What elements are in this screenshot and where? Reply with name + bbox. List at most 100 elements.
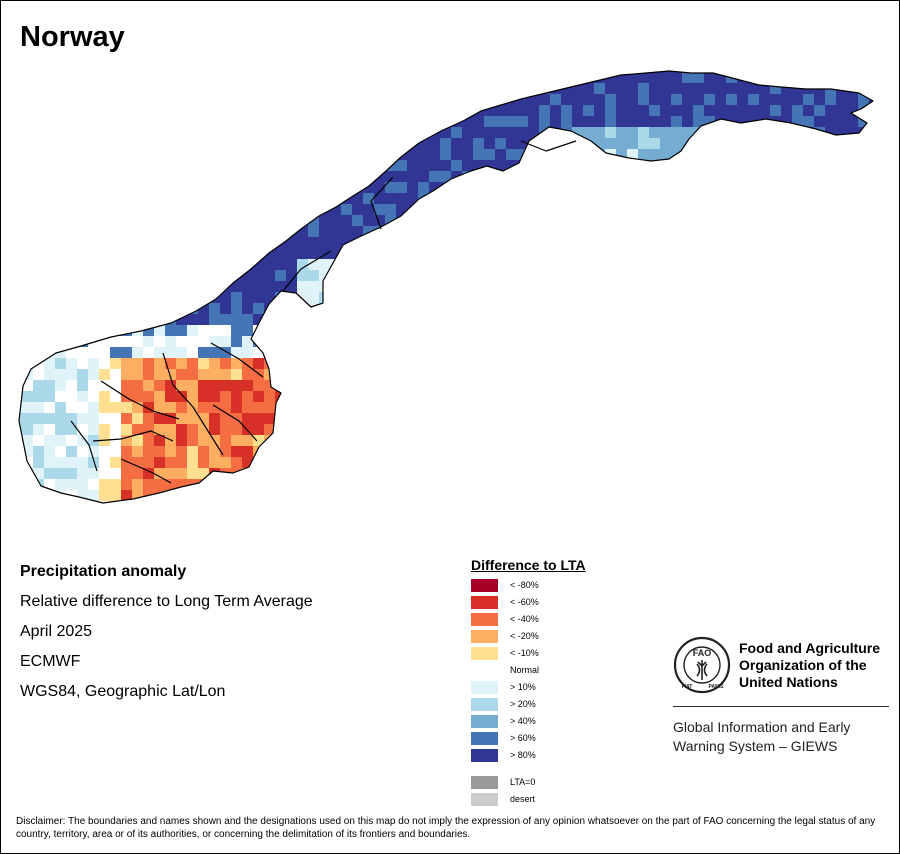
- anomaly-cell: [462, 281, 474, 293]
- anomaly-cell: [374, 468, 386, 480]
- anomaly-cell: [506, 116, 518, 128]
- anomaly-cell: [385, 314, 397, 326]
- anomaly-cell: [19, 292, 23, 304]
- anomaly-cell: [19, 193, 23, 205]
- anomaly-cell: [792, 149, 804, 161]
- anomaly-cell: [429, 402, 441, 414]
- anomaly-cell: [319, 248, 331, 260]
- anomaly-cell: [275, 259, 287, 271]
- anomaly-cell: [594, 457, 606, 469]
- anomaly-cell: [781, 391, 793, 403]
- anomaly-cell: [484, 501, 496, 503]
- anomaly-cell: [550, 391, 562, 403]
- anomaly-cell: [352, 468, 364, 480]
- anomaly-cell: [154, 226, 166, 238]
- anomaly-cell: [374, 160, 386, 172]
- anomaly-cell: [110, 468, 122, 480]
- anomaly-cell: [99, 71, 111, 73]
- anomaly-cell: [770, 94, 782, 106]
- anomaly-cell: [792, 490, 804, 502]
- anomaly-cell: [66, 347, 78, 359]
- anomaly-cell: [836, 402, 848, 414]
- anomaly-cell: [187, 83, 199, 95]
- anomaly-cell: [693, 468, 705, 480]
- anomaly-cell: [132, 369, 144, 381]
- anomaly-cell: [638, 160, 650, 172]
- anomaly-cell: [88, 391, 100, 403]
- anomaly-cell: [451, 303, 463, 315]
- anomaly-cell: [803, 215, 815, 227]
- anomaly-cell: [308, 259, 320, 271]
- anomaly-cell: [660, 116, 672, 128]
- anomaly-cell: [539, 226, 551, 238]
- anomaly-cell: [440, 259, 452, 271]
- anomaly-cell: [275, 446, 287, 458]
- anomaly-cell: [880, 358, 892, 370]
- anomaly-cell: [858, 314, 870, 326]
- anomaly-cell: [495, 501, 507, 503]
- anomaly-cell: [187, 105, 199, 117]
- anomaly-cell: [847, 105, 859, 117]
- anomaly-cell: [209, 314, 221, 326]
- anomaly-cell: [396, 292, 408, 304]
- anomaly-cell: [440, 248, 452, 260]
- anomaly-cell: [341, 215, 353, 227]
- anomaly-cell: [253, 303, 265, 315]
- anomaly-cell: [220, 248, 232, 260]
- anomaly-cell: [638, 292, 650, 304]
- anomaly-cell: [363, 259, 375, 271]
- anomaly-cell: [660, 369, 672, 381]
- anomaly-cell: [726, 479, 738, 491]
- anomaly-cell: [231, 380, 243, 392]
- anomaly-cell: [484, 413, 496, 425]
- anomaly-cell: [594, 314, 606, 326]
- anomaly-cell: [429, 105, 441, 117]
- anomaly-cell: [814, 149, 826, 161]
- anomaly-cell: [473, 259, 485, 271]
- anomaly-cell: [484, 402, 496, 414]
- anomaly-cell: [528, 369, 540, 381]
- anomaly-cell: [462, 435, 474, 447]
- anomaly-cell: [77, 237, 89, 249]
- anomaly-cell: [154, 446, 166, 458]
- anomaly-cell: [220, 435, 232, 447]
- anomaly-cell: [803, 424, 815, 436]
- anomaly-cell: [715, 182, 727, 194]
- anomaly-cell: [407, 468, 419, 480]
- anomaly-cell: [121, 160, 133, 172]
- anomaly-cell: [396, 226, 408, 238]
- anomaly-cell: [209, 71, 221, 73]
- anomaly-cell: [759, 336, 771, 348]
- anomaly-cell: [440, 94, 452, 106]
- anomaly-cell: [19, 468, 23, 480]
- anomaly-cell: [836, 468, 848, 480]
- anomaly-cell: [363, 171, 375, 183]
- anomaly-cell: [187, 94, 199, 106]
- anomaly-cell: [539, 413, 551, 425]
- anomaly-cell: [132, 457, 144, 469]
- anomaly-cell: [264, 171, 276, 183]
- anomaly-cell: [66, 204, 78, 216]
- anomaly-cell: [792, 347, 804, 359]
- anomaly-cell: [561, 413, 573, 425]
- anomaly-cell: [682, 402, 694, 414]
- anomaly-cell: [297, 171, 309, 183]
- anomaly-cell: [165, 424, 177, 436]
- anomaly-cell: [605, 71, 617, 73]
- anomaly-cell: [451, 215, 463, 227]
- anomaly-cell: [583, 369, 595, 381]
- anomaly-cell: [297, 226, 309, 238]
- anomaly-cell: [165, 402, 177, 414]
- anomaly-cell: [407, 402, 419, 414]
- anomaly-cell: [253, 457, 265, 469]
- anomaly-cell: [748, 259, 760, 271]
- anomaly-cell: [506, 72, 518, 84]
- anomaly-cell: [737, 237, 749, 249]
- anomaly-cell: [198, 468, 210, 480]
- anomaly-cell: [704, 193, 716, 205]
- anomaly-cell: [165, 281, 177, 293]
- anomaly-cell: [726, 303, 738, 315]
- anomaly-cell: [220, 402, 232, 414]
- anomaly-cell: [165, 204, 177, 216]
- anomaly-cell: [836, 160, 848, 172]
